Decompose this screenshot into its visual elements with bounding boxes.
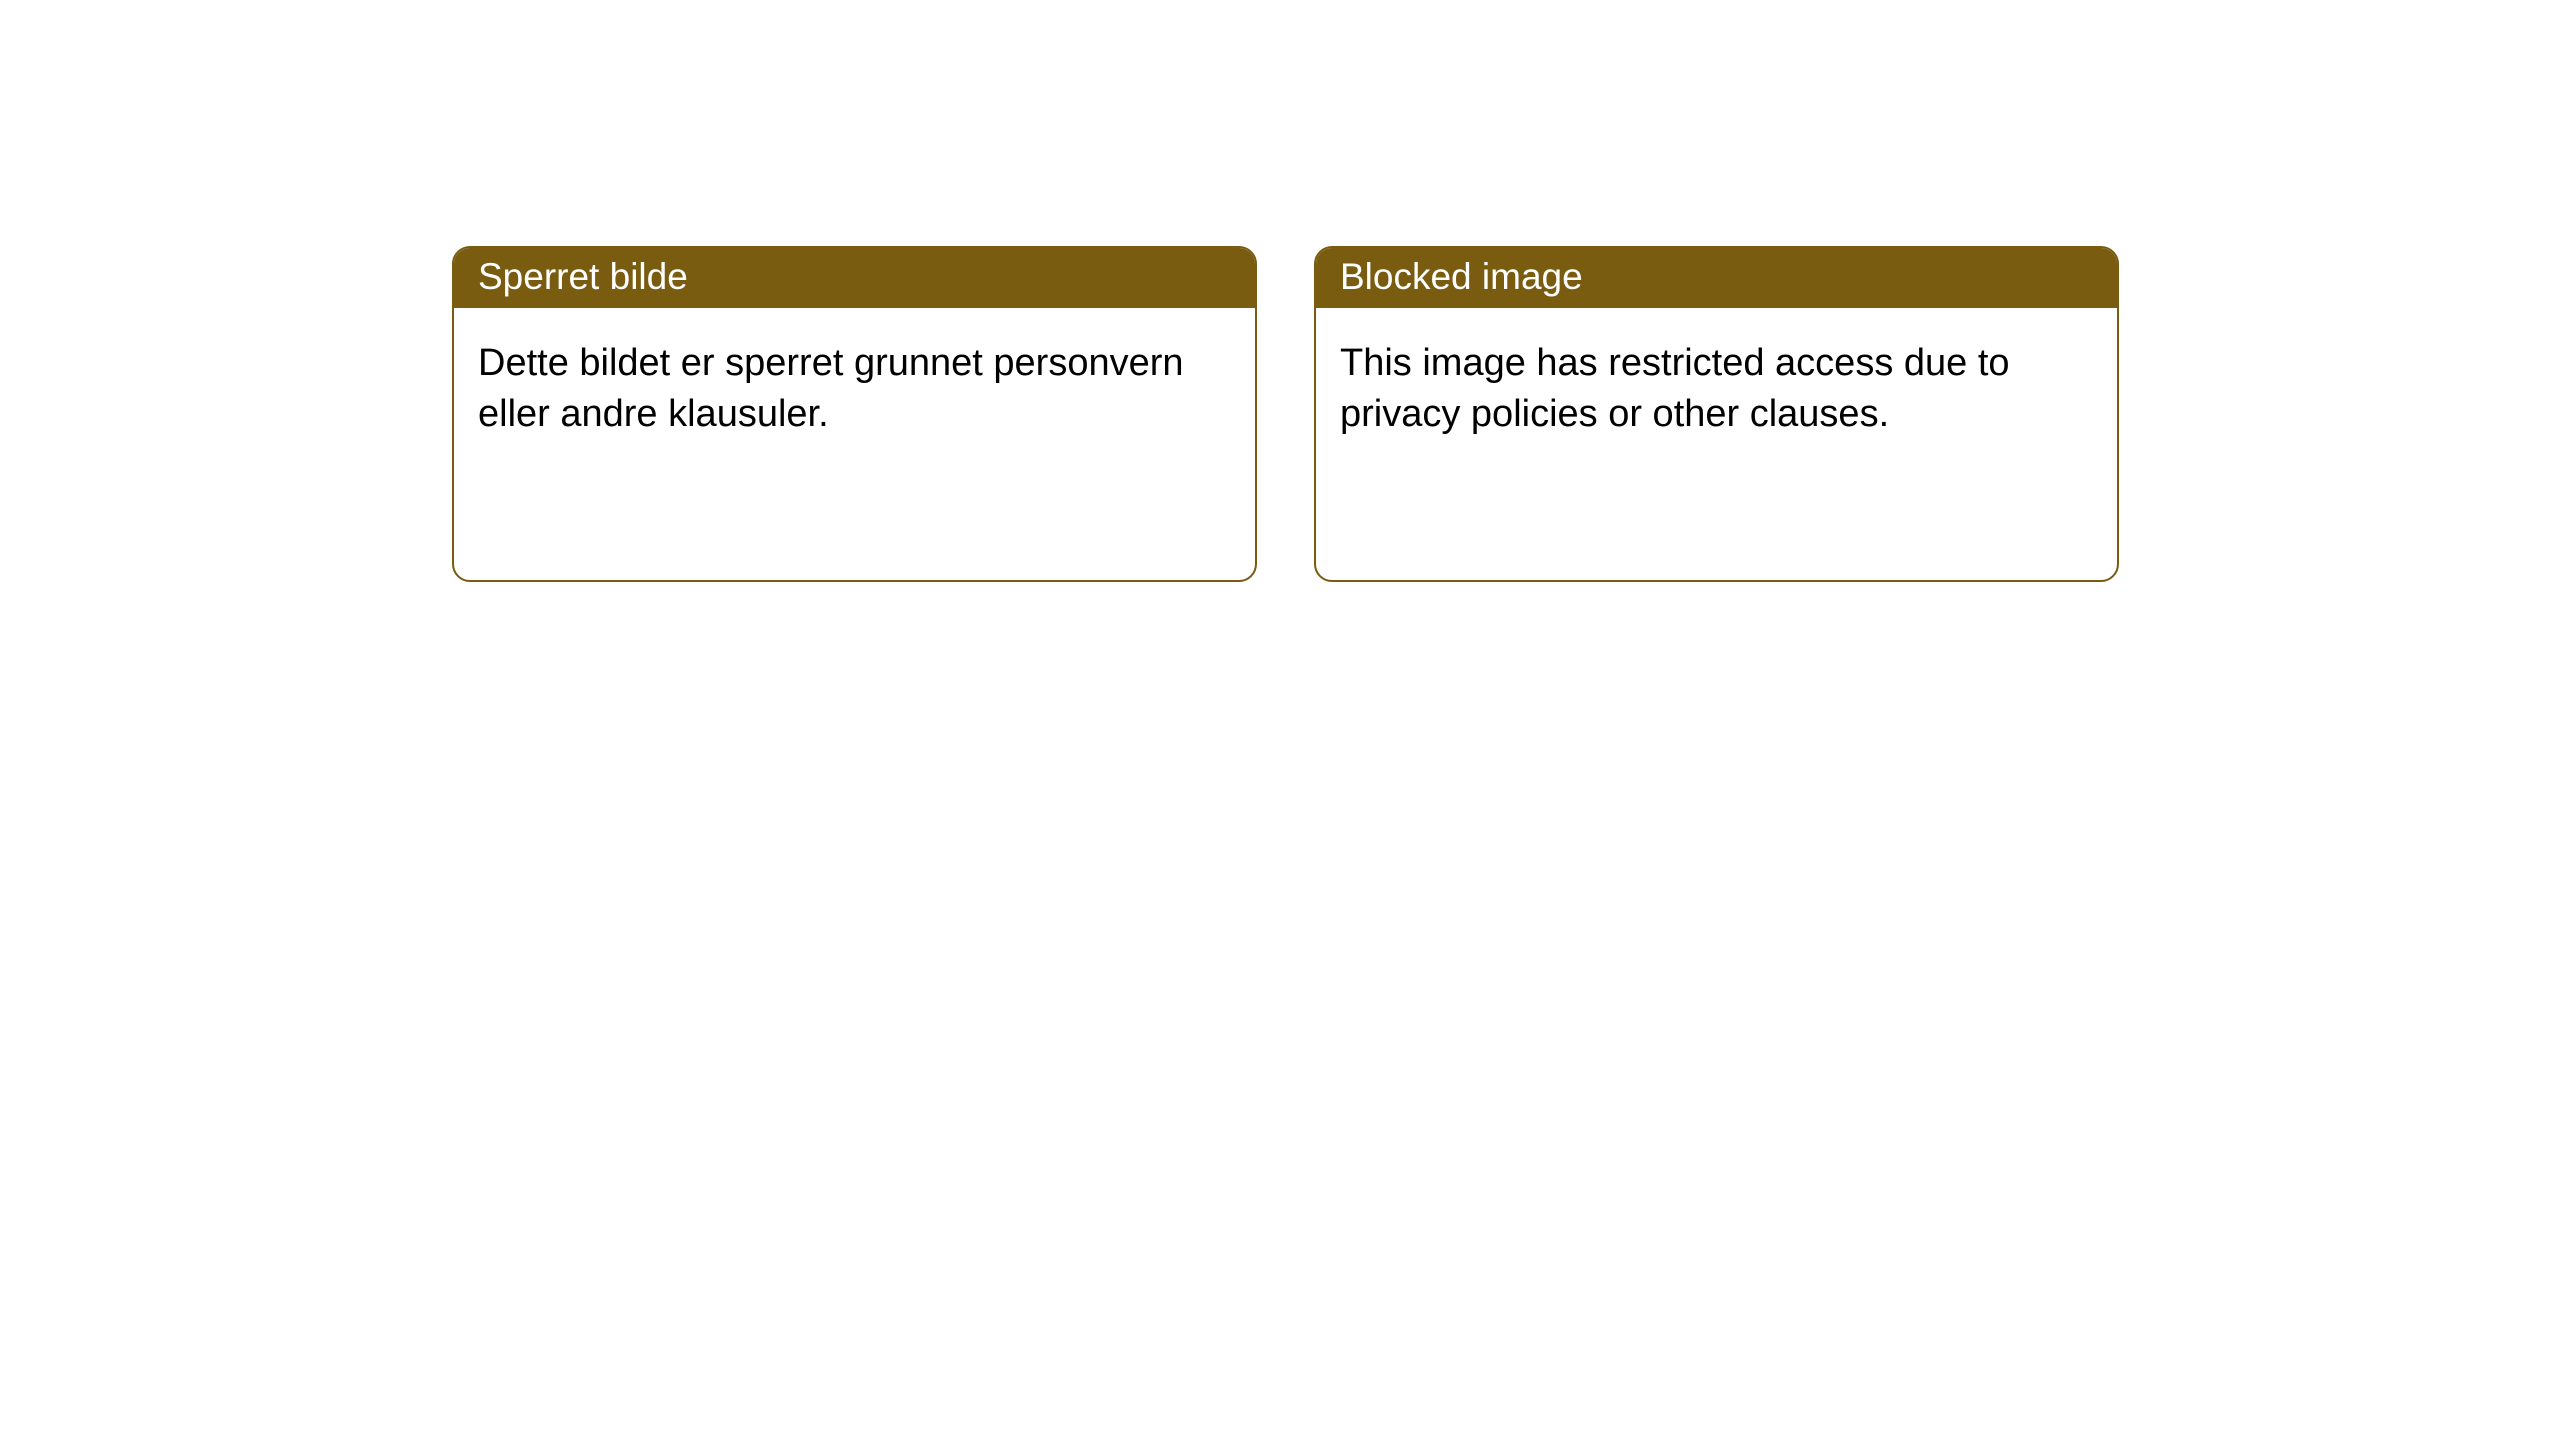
card-header: Sperret bilde: [454, 248, 1255, 308]
card-body: This image has restricted access due to …: [1316, 308, 2117, 465]
card-header: Blocked image: [1316, 248, 2117, 308]
notice-card-container: Sperret bilde Dette bildet er sperret gr…: [0, 0, 2560, 582]
notice-card-english: Blocked image This image has restricted …: [1314, 246, 2119, 582]
card-title: Blocked image: [1340, 256, 1583, 297]
card-title: Sperret bilde: [478, 256, 688, 297]
card-body: Dette bildet er sperret grunnet personve…: [454, 308, 1255, 465]
card-body-text: Dette bildet er sperret grunnet personve…: [478, 342, 1184, 435]
card-body-text: This image has restricted access due to …: [1340, 342, 2010, 435]
notice-card-norwegian: Sperret bilde Dette bildet er sperret gr…: [452, 246, 1257, 582]
